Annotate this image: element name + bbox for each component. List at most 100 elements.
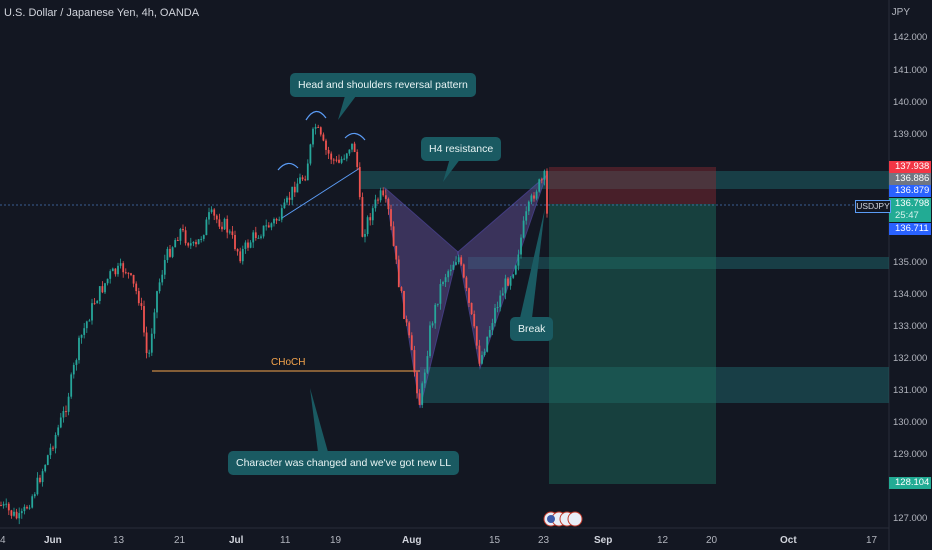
price-label: 135.000 bbox=[893, 257, 928, 268]
time-label: 21 bbox=[174, 535, 186, 546]
candle-body bbox=[366, 217, 369, 235]
candle-body bbox=[304, 179, 307, 181]
candle-body bbox=[122, 263, 125, 273]
candle-body bbox=[507, 278, 509, 286]
time-label: 12 bbox=[657, 535, 669, 546]
candle-body bbox=[278, 219, 281, 221]
candle-body bbox=[156, 291, 158, 313]
take-profit-zone bbox=[549, 204, 716, 484]
candle-body bbox=[486, 336, 489, 352]
candle-body bbox=[275, 218, 278, 221]
candle-body bbox=[31, 496, 34, 508]
candle-body bbox=[358, 166, 361, 198]
shoulder-arc-right bbox=[344, 132, 366, 141]
candle-body bbox=[59, 417, 62, 428]
time-label: Aug bbox=[402, 535, 422, 546]
candle-body bbox=[41, 471, 44, 483]
candle-body bbox=[330, 153, 333, 160]
candle-body bbox=[252, 232, 255, 243]
last-price-badge: 136.798 bbox=[889, 198, 931, 210]
candle-body bbox=[54, 435, 57, 449]
time-label: 13 bbox=[113, 535, 125, 546]
candle-body bbox=[135, 283, 138, 292]
candle-body bbox=[262, 225, 265, 237]
time-label: 19 bbox=[330, 535, 342, 546]
callout-h4-resistance[interactable]: H4 resistance bbox=[421, 137, 502, 161]
candle-body bbox=[202, 235, 205, 239]
candle-body bbox=[473, 314, 476, 327]
candle-body bbox=[465, 277, 468, 289]
time-label: 20 bbox=[706, 535, 718, 546]
entry-badge: 136.711 bbox=[889, 223, 931, 235]
candle-body bbox=[75, 360, 78, 365]
candle-body bbox=[15, 511, 18, 519]
candle-body bbox=[218, 219, 221, 227]
candle-body bbox=[525, 211, 528, 221]
candle-body bbox=[452, 264, 455, 270]
candle-body bbox=[182, 228, 184, 231]
callout-head-shoulders[interactable]: Head and shoulders reversal pattern bbox=[290, 73, 476, 97]
candle-body bbox=[543, 170, 546, 180]
candle-body bbox=[416, 372, 418, 394]
symbol-tag: USDJPY bbox=[855, 200, 891, 213]
candle-body bbox=[72, 364, 75, 375]
chart-title: U.S. Dollar / Japanese Yen, 4h, OANDA bbox=[4, 7, 200, 19]
price-label: 133.000 bbox=[893, 321, 928, 332]
candle-body bbox=[119, 263, 122, 266]
candle-body bbox=[481, 355, 483, 364]
candle-body bbox=[23, 506, 26, 512]
candle-body bbox=[527, 201, 530, 212]
candle-body bbox=[62, 411, 65, 418]
candle-body bbox=[533, 195, 535, 199]
callout-break[interactable]: Break bbox=[510, 317, 554, 341]
candle-body bbox=[296, 183, 299, 193]
time-label: Jul bbox=[229, 535, 244, 546]
candle-body bbox=[36, 477, 39, 495]
candle-body bbox=[460, 257, 463, 265]
candle-body bbox=[509, 277, 512, 286]
candle-body bbox=[322, 134, 325, 141]
candle-body bbox=[265, 225, 268, 227]
candle-body bbox=[520, 237, 522, 255]
candle-body bbox=[140, 303, 143, 307]
candle-body bbox=[236, 249, 239, 252]
candle-body bbox=[343, 158, 346, 160]
candle-body bbox=[176, 239, 179, 241]
candle-body bbox=[150, 333, 153, 353]
candle-body bbox=[93, 303, 96, 305]
candle-body bbox=[286, 197, 288, 203]
economic-events-icon[interactable] bbox=[543, 511, 589, 527]
target-badge: 128.104 bbox=[889, 477, 931, 489]
candle-body bbox=[49, 447, 52, 456]
candle-body bbox=[494, 307, 496, 324]
time-label: Jun bbox=[44, 535, 62, 546]
candle-body bbox=[239, 251, 242, 262]
candle-body bbox=[241, 248, 244, 262]
candle-body bbox=[379, 190, 382, 201]
price-label: 139.000 bbox=[893, 129, 928, 140]
time-label: Sep bbox=[594, 535, 613, 546]
currency-label: JPY bbox=[891, 7, 910, 18]
candle-body bbox=[195, 242, 197, 245]
candle-body bbox=[174, 239, 177, 248]
candle-body bbox=[247, 242, 249, 248]
candle-body bbox=[148, 352, 151, 354]
candle-body bbox=[187, 243, 190, 246]
callout-pointer-break bbox=[520, 208, 545, 318]
price-label: 131.000 bbox=[893, 385, 928, 396]
candle-body bbox=[371, 208, 374, 221]
candle-body bbox=[395, 245, 398, 260]
candle-body bbox=[130, 273, 132, 275]
callout-character-changed[interactable]: Character was changed and we've got new … bbox=[228, 451, 460, 475]
candle-body bbox=[434, 304, 437, 324]
candle-body bbox=[517, 254, 520, 266]
candle-body bbox=[192, 242, 195, 244]
candle-body bbox=[392, 226, 395, 246]
candle-body bbox=[169, 248, 171, 257]
candle-body bbox=[117, 265, 119, 275]
price-label: 141.000 bbox=[893, 65, 928, 76]
choch-label: CHoCH bbox=[271, 357, 306, 368]
candle-body bbox=[382, 190, 385, 196]
time-label: 4 bbox=[0, 535, 6, 546]
